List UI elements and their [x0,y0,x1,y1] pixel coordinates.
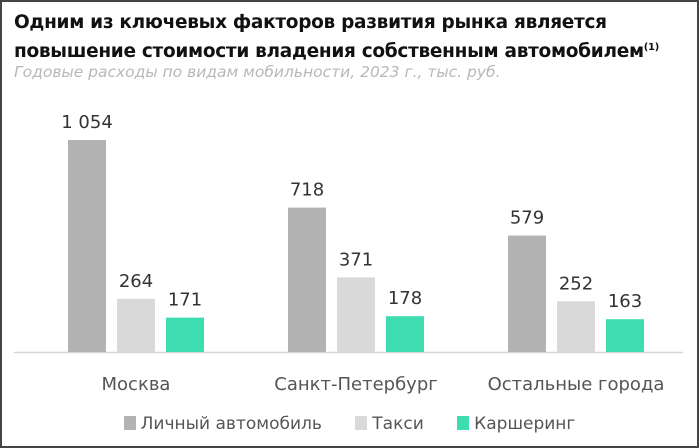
data-label: 171 [168,290,202,311]
chart-title: Одним из ключевых факторов развития рынк… [14,12,659,63]
data-label: 718 [290,180,324,201]
data-label: 163 [608,291,642,312]
data-label: 1 054 [61,112,113,133]
legend-item-taxi: Такси [355,414,424,434]
chart-subtitle: Годовые расходы по видам мобильности, 20… [14,63,501,81]
legend: Личный автомобиль Такси Каршеринг [0,414,699,434]
bar [117,298,155,352]
bar [288,207,326,352]
legend-swatch [123,416,136,430]
legend-item-personal-car: Личный автомобиль [123,414,322,434]
category-label: Остальные города [488,374,665,395]
bar [166,317,204,352]
category-label: Санкт-Петербург [274,374,437,395]
bar [337,277,375,352]
bar [386,316,424,352]
data-label: 579 [510,208,544,229]
bar [68,140,106,352]
category-label: Москва [102,374,171,395]
legend-swatch [355,416,368,430]
data-label: 371 [339,249,373,270]
bar [557,301,595,352]
data-label: 178 [388,288,422,309]
bar [508,235,546,352]
data-label: 252 [559,273,593,294]
legend-item-carsharing: Каршеринг [457,414,575,434]
legend-swatch [457,416,470,430]
data-label: 264 [119,271,153,292]
bar [606,319,644,352]
